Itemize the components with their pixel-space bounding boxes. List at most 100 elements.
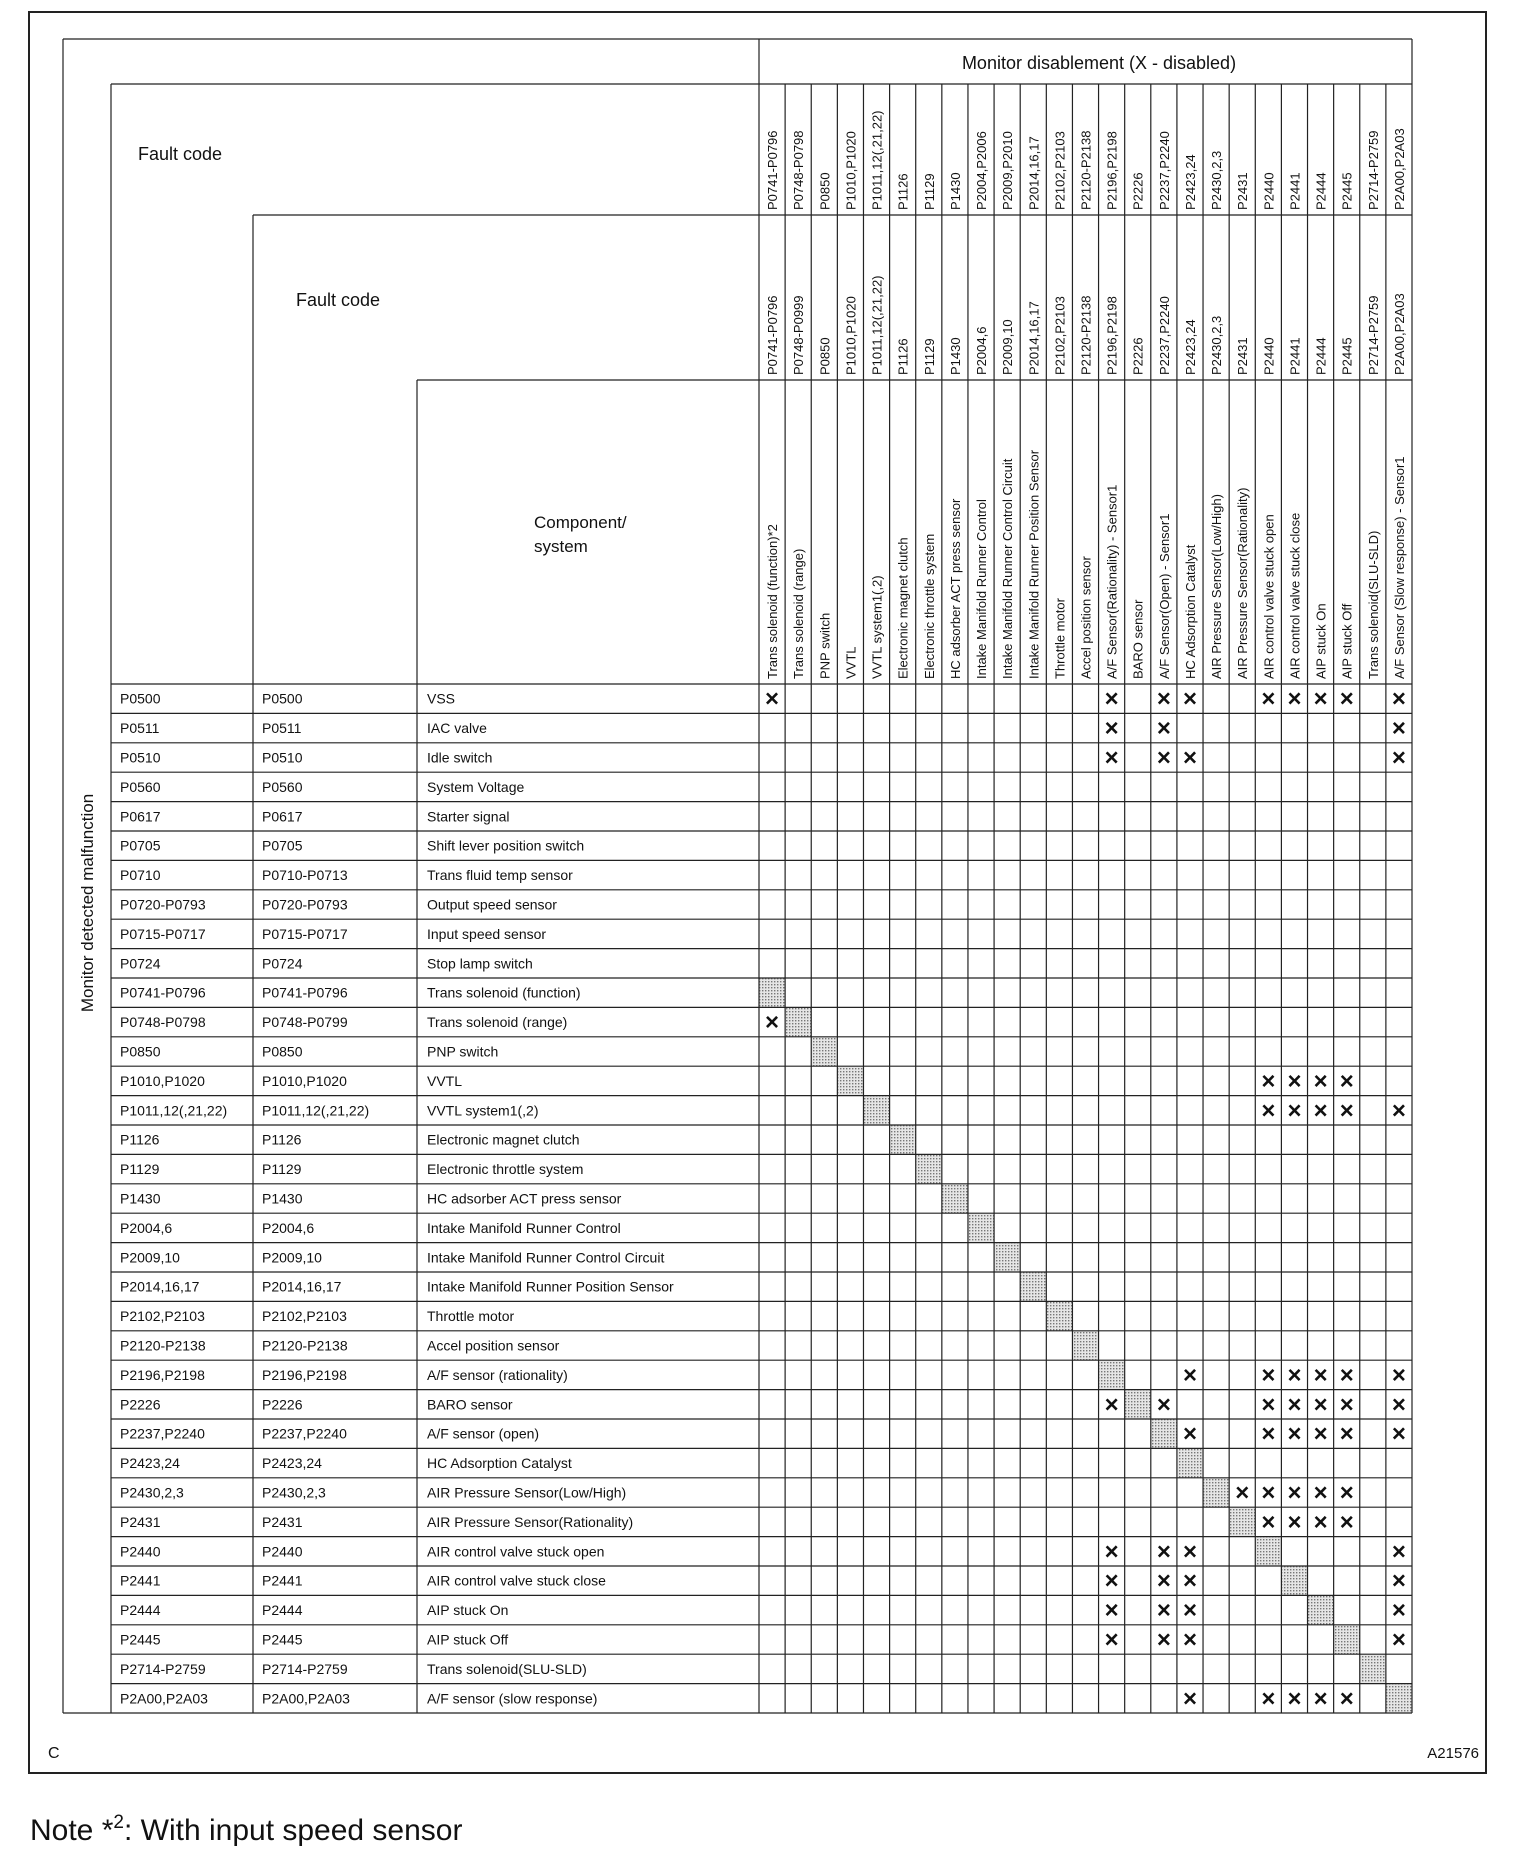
column-fault-code: P2196,P2198 xyxy=(1105,296,1120,375)
row-fault-code: P0560 xyxy=(262,779,303,795)
row-fault-code: P2237,P2240 xyxy=(262,1426,347,1442)
row-code: P2430,2,3 xyxy=(120,1485,184,1501)
disabled-mark: × xyxy=(1392,1568,1406,1595)
column-code: P2226 xyxy=(1131,172,1146,210)
column-component: Trans solenoid (function)*2 xyxy=(765,524,780,679)
disabled-mark: × xyxy=(1235,1480,1249,1507)
row-code: P0510 xyxy=(120,750,161,766)
row-fault-code: P0720-P0793 xyxy=(262,897,348,913)
row-component: Intake Manifold Runner Control xyxy=(427,1220,621,1236)
column-component: AIP stuck Off xyxy=(1340,603,1355,679)
row-component: Electronic throttle system xyxy=(427,1161,583,1177)
disabled-mark: × xyxy=(1183,1421,1197,1448)
column-fault-code: P1010,P1020 xyxy=(843,296,858,375)
row-component: Stop lamp switch xyxy=(427,955,533,971)
disabled-mark: × xyxy=(1340,1685,1354,1712)
column-code: P2441 xyxy=(1287,172,1302,210)
column-fault-code: P2431 xyxy=(1235,337,1250,375)
disabled-mark: × xyxy=(1105,1597,1119,1624)
row-fault-code: P0705 xyxy=(262,838,303,854)
self-cell xyxy=(837,1066,864,1096)
column-component: AIP stuck On xyxy=(1314,603,1329,679)
column-component: Trans solenoid (range) xyxy=(791,549,806,679)
footer-left: C xyxy=(48,1745,60,1762)
column-component: A/F Sensor(Rationality) - Sensor1 xyxy=(1105,485,1120,679)
row-component: Intake Manifold Runner Control Circuit xyxy=(427,1249,664,1265)
row-fault-code: P2226 xyxy=(262,1396,303,1412)
column-code: P2004,P2006 xyxy=(974,131,989,210)
column-code: P2120-P2138 xyxy=(1079,130,1094,210)
row-fault-code: P1129 xyxy=(262,1161,302,1177)
column-fault-code: P2237,P2240 xyxy=(1157,296,1172,375)
column-code: P2102,P2103 xyxy=(1052,131,1067,210)
row-component: AIR Pressure Sensor(Rationality) xyxy=(427,1514,633,1530)
column-code: P2423,24 xyxy=(1183,154,1198,210)
column-component: A/F Sensor (Slow response) - Sensor1 xyxy=(1392,456,1407,679)
row-fault-code: P2423,24 xyxy=(262,1455,322,1471)
disabled-mark: × xyxy=(1314,1362,1328,1389)
row-component: Idle switch xyxy=(427,750,492,766)
row-code: P2714-P2759 xyxy=(120,1661,206,1677)
row-component: Intake Manifold Runner Position Sensor xyxy=(427,1279,674,1295)
row-component: A/F sensor (rationality) xyxy=(427,1367,568,1383)
column-component: VVTL xyxy=(843,646,858,679)
column-code: P2014,16,17 xyxy=(1026,136,1041,210)
disabled-mark: × xyxy=(1183,745,1197,772)
column-fault-code: P2004,6 xyxy=(974,327,989,375)
column-fault-code: P2423,24 xyxy=(1183,319,1198,375)
disabled-mark: × xyxy=(1392,1597,1406,1624)
disabled-mark: × xyxy=(1261,1097,1275,1124)
note-sup: 2 xyxy=(113,1812,124,1833)
disabled-mark: × xyxy=(1157,1538,1171,1565)
row-code: P0705 xyxy=(120,838,161,854)
column-code: P0748-P0798 xyxy=(791,130,806,210)
column-code: P2A00,P2A03 xyxy=(1392,128,1407,210)
disabled-mark: × xyxy=(1287,1421,1301,1448)
row-code: P2440 xyxy=(120,1543,161,1559)
self-cell xyxy=(994,1242,1021,1272)
group-header: Monitor disablement (X - disabled) xyxy=(962,53,1236,73)
disabled-mark: × xyxy=(1261,1480,1275,1507)
row-fault-code: P1126 xyxy=(262,1132,302,1148)
self-cell xyxy=(1203,1477,1230,1508)
column-fault-code: P2714-P2759 xyxy=(1366,295,1381,375)
fault-code-header: Fault code xyxy=(138,144,222,164)
row-component: Trans solenoid (function) xyxy=(427,985,581,1001)
disabled-mark: × xyxy=(1392,686,1406,713)
column-code: P2196,P2198 xyxy=(1105,131,1120,210)
disabled-mark: × xyxy=(1261,686,1275,713)
disabled-mark: × xyxy=(1340,1097,1354,1124)
column-component: BARO sensor xyxy=(1131,599,1146,679)
disabled-mark: × xyxy=(1314,1685,1328,1712)
column-fault-code: P1129 xyxy=(922,338,937,375)
column-fault-code: P2014,16,17 xyxy=(1026,301,1041,375)
disabled-mark: × xyxy=(1105,715,1119,742)
row-code: P0748-P0798 xyxy=(120,1014,206,1030)
row-component: Throttle motor xyxy=(427,1308,514,1324)
column-code: P0741-P0796 xyxy=(765,130,780,210)
column-component: AIR control valve stuck close xyxy=(1287,513,1302,679)
disabled-mark: × xyxy=(1157,715,1171,742)
column-component: HC adsorber ACT press sensor xyxy=(948,498,963,679)
disabled-mark: × xyxy=(1157,1568,1171,1595)
row-code: P0500 xyxy=(120,691,161,707)
row-component: System Voltage xyxy=(427,779,524,795)
component-header: Component/ xyxy=(534,513,627,532)
disabled-mark: × xyxy=(765,1009,779,1036)
column-code: P2714-P2759 xyxy=(1366,130,1381,210)
column-fault-code: P2102,P2103 xyxy=(1052,296,1067,375)
row-code: P2120-P2138 xyxy=(120,1338,206,1354)
disabled-mark: × xyxy=(1340,686,1354,713)
row-fault-code: P0748-P0799 xyxy=(262,1014,348,1030)
column-component: AIR Pressure Sensor(Low/High) xyxy=(1209,494,1224,679)
row-fault-code: P1430 xyxy=(262,1191,303,1207)
column-code: P1126 xyxy=(896,173,911,210)
disabled-mark: × xyxy=(1314,1068,1328,1095)
row-fault-code: P2430,2,3 xyxy=(262,1485,326,1501)
row-code: P2226 xyxy=(120,1396,161,1412)
row-code: P1129 xyxy=(120,1161,160,1177)
row-fault-code: P2444 xyxy=(262,1602,303,1618)
disabled-mark: × xyxy=(1287,1685,1301,1712)
row-component: Shift lever position switch xyxy=(427,838,584,854)
disabled-mark: × xyxy=(1314,686,1328,713)
